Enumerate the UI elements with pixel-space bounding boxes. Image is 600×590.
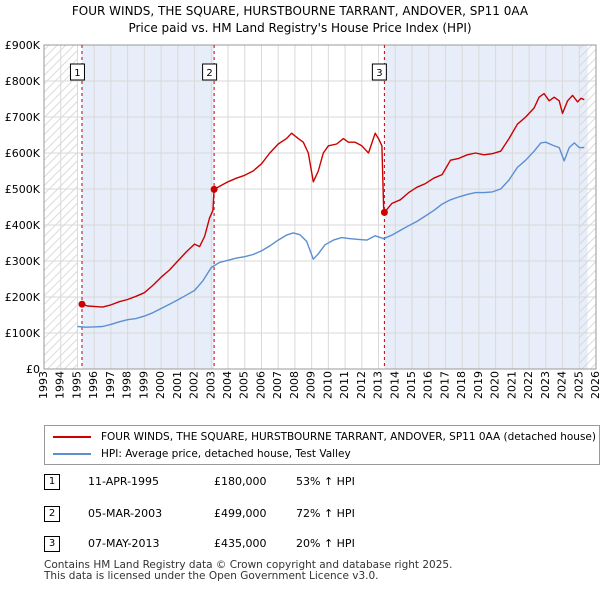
- legend-swatch-property: [53, 436, 91, 438]
- sale-marker-box: [202, 63, 218, 81]
- x-tick-label: 1998: [121, 371, 134, 399]
- x-tick-label: 2010: [321, 371, 334, 399]
- chart-subtitle: Price paid vs. HM Land Registry's House …: [128, 21, 471, 35]
- y-tick-label: £400K: [5, 219, 41, 232]
- x-tick-label: 2020: [489, 371, 502, 399]
- sale-marker-label: 2: [206, 68, 212, 79]
- sale-point: [210, 185, 218, 193]
- x-tick-label: 1999: [137, 371, 150, 399]
- sale-marker-label: 1: [74, 68, 80, 79]
- plot-border: [43, 44, 597, 370]
- x-tick-label: 2021: [505, 371, 518, 399]
- y-tick-label: £600K: [5, 147, 41, 160]
- x-tick-label: 2017: [438, 371, 451, 399]
- x-tick-label: 2022: [522, 371, 535, 399]
- x-tick-label: 1994: [54, 371, 67, 399]
- x-tick-label: 2014: [388, 371, 401, 399]
- x-tick-label: 2000: [154, 371, 167, 399]
- x-tick-label: 2005: [238, 371, 251, 399]
- legend-swatch-hpi: [53, 453, 91, 455]
- sale-hpi-change: 53% ↑ HPI: [296, 475, 355, 488]
- x-tick-label: 2003: [204, 371, 217, 399]
- sale-hpi-change: 20% ↑ HPI: [296, 537, 355, 550]
- x-tick-label: 2015: [405, 371, 418, 399]
- sale-date: 05-MAR-2003: [88, 507, 163, 520]
- x-tick-label: 1995: [70, 371, 83, 399]
- x-tick-label: 2025: [572, 371, 585, 399]
- sale-date: 11-APR-1995: [88, 475, 160, 488]
- x-tick-label: 2013: [372, 371, 385, 399]
- x-tick-label: 2016: [422, 371, 435, 399]
- x-tick-label: 2004: [221, 371, 234, 399]
- sale-point: [380, 208, 388, 216]
- x-tick-label: 2007: [271, 371, 284, 399]
- shaded-period: [384, 45, 588, 369]
- x-tick-label: 2006: [254, 371, 267, 399]
- price-chart: FOUR WINDS, THE SQUARE, HURSTBOURNE TARR…: [5, 4, 600, 399]
- x-tick-label: 1993: [37, 371, 50, 399]
- x-tick-label: 2018: [455, 371, 468, 399]
- y-tick-label: £800K: [5, 75, 41, 88]
- y-tick-label: £0: [26, 363, 40, 376]
- x-tick-label: 2024: [556, 371, 569, 399]
- x-tick-label: 2011: [338, 371, 351, 399]
- y-tick-label: £200K: [5, 291, 41, 304]
- sale-price: £435,000: [214, 537, 267, 550]
- sale-hpi-change: 72% ↑ HPI: [296, 507, 355, 520]
- x-tick-label: 2019: [472, 371, 485, 399]
- y-tick-label: £700K: [5, 111, 41, 124]
- x-tick-label: 2026: [589, 371, 600, 399]
- footer-line-copyright: Contains HM Land Registry data © Crown c…: [44, 559, 453, 571]
- y-tick-label: £500K: [5, 183, 41, 196]
- chart-title: FOUR WINDS, THE SQUARE, HURSTBOURNE TARR…: [72, 4, 529, 18]
- sale-number-badge: 2: [44, 506, 60, 522]
- y-tick-label: £100K: [5, 327, 41, 340]
- x-tick-label: 2009: [305, 371, 318, 399]
- sale-date: 07-MAY-2013: [88, 537, 160, 550]
- hatched-range: [579, 45, 596, 369]
- chart-legend: FOUR WINDS, THE SQUARE, HURSTBOURNE TARR…: [44, 425, 600, 465]
- footer-line-license: This data is licensed under the Open Gov…: [44, 570, 379, 582]
- sale-point: [78, 300, 86, 308]
- y-tick-label: £900K: [5, 39, 41, 52]
- property-series-line: [81, 92, 585, 308]
- legend-label-property: FOUR WINDS, THE SQUARE, HURSTBOURNE TARR…: [101, 431, 596, 443]
- x-tick-label: 2001: [171, 371, 184, 399]
- x-tick-label: 1996: [87, 371, 100, 399]
- sale-row: 2 05-MAR-2003 £499,000 72% ↑ HPI: [44, 503, 564, 525]
- sale-number-badge: 3: [44, 536, 60, 552]
- sale-row: 3 07-MAY-2013 £435,000 20% ↑ HPI: [44, 533, 564, 555]
- x-tick-label: 2023: [539, 371, 552, 399]
- x-tick-label: 2008: [288, 371, 301, 399]
- y-tick-label: £300K: [5, 255, 41, 268]
- sale-marker-label: 3: [376, 68, 382, 79]
- sale-price: £499,000: [214, 507, 267, 520]
- x-tick-label: 2012: [355, 371, 368, 399]
- hpi-series-line: [77, 141, 585, 328]
- x-tick-label: 1997: [104, 371, 117, 399]
- sale-price: £180,000: [214, 475, 267, 488]
- sale-row: 1 11-APR-1995 £180,000 53% ↑ HPI: [44, 471, 564, 493]
- sale-marker-box: [69, 63, 85, 81]
- sale-number-badge: 1: [44, 474, 60, 490]
- sale-marker-box: [371, 63, 387, 81]
- x-tick-label: 2002: [188, 371, 201, 399]
- legend-label-hpi: HPI: Average price, detached house, Test…: [101, 448, 351, 460]
- footer-attribution: Contains HM Land Registry data © Crown c…: [44, 560, 452, 582]
